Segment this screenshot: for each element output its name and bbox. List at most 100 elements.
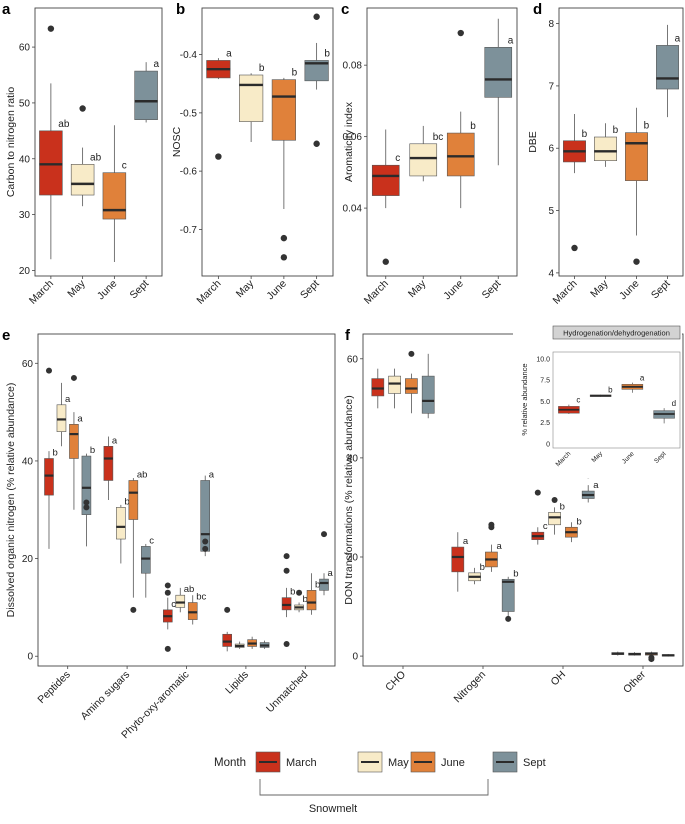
box-june — [187, 602, 198, 620]
y-axis-label: DBE — [527, 131, 539, 153]
significance-letter: b — [613, 125, 619, 136]
box — [134, 70, 158, 120]
legend-label-march: March — [286, 757, 317, 769]
box-sept: a Sept — [127, 59, 159, 301]
box-may — [56, 404, 67, 432]
outlier — [79, 105, 86, 112]
significance-letter: b — [644, 121, 650, 132]
significance-letter: a — [328, 568, 334, 579]
panel-frame — [366, 7, 518, 277]
y-tick-label: -0.5 — [180, 108, 198, 119]
legend-label-june: June — [441, 757, 465, 769]
box-may — [116, 507, 126, 540]
box — [409, 143, 438, 177]
y-tick-label: 40 — [19, 154, 31, 165]
significance-letter: b — [576, 516, 581, 527]
panel-label: a — [2, 1, 11, 18]
outlier — [571, 244, 578, 252]
y-tick-label: 20 — [19, 266, 31, 277]
x-tick-label: Amino sugars — [78, 669, 132, 723]
y-axis-label: Carbon to nitrogen ratio — [5, 87, 17, 197]
significance-letter: b — [52, 448, 57, 459]
x-tick-label: Phyto-oxy-aromatic — [119, 669, 191, 741]
outlier — [505, 615, 512, 622]
outlier — [313, 13, 320, 20]
y-axis-label: Aromaticity index — [343, 101, 355, 182]
outlier — [215, 153, 222, 160]
outlier — [202, 538, 209, 545]
y-tick-label: 20 — [22, 554, 34, 565]
significance-letter: a — [77, 413, 83, 424]
outlier — [283, 553, 290, 560]
legend-label-sept: Sept — [523, 757, 546, 769]
outlier — [280, 254, 288, 261]
box-march: c March — [362, 129, 400, 307]
outlier — [164, 645, 171, 652]
box-sept: a Sept — [480, 18, 514, 302]
outlier — [321, 531, 328, 538]
panel-a: 20 30 40 50 60 a Carbon to nitrogen ratio ab Mar… — [2, 1, 163, 307]
significance-letter: bc — [196, 592, 206, 603]
outlier — [633, 258, 640, 265]
panel-b: -0.7 -0.6 -0.5 -0.4 b NOSC a March b May b June b Sep… — [171, 1, 334, 307]
significance-letter: c — [395, 153, 400, 164]
significance-letter: ab — [184, 584, 195, 595]
significance-letter: b — [259, 63, 265, 74]
panel-label: b — [176, 1, 185, 18]
significance-letter: bc — [433, 132, 444, 143]
inset-letter: b — [608, 385, 613, 394]
x-tick-label: Unmatched — [264, 669, 311, 716]
box-june — [405, 378, 418, 394]
outlier — [488, 521, 495, 528]
x-tick-label: CHO — [383, 669, 408, 694]
box-sept — [421, 375, 435, 414]
box — [625, 132, 648, 181]
x-tick-label: Sept — [480, 278, 504, 302]
y-tick-label: 50 — [19, 98, 31, 109]
outlier — [534, 489, 541, 496]
box — [304, 60, 329, 82]
outlier — [408, 350, 415, 357]
y-tick-label: 0.06 — [343, 132, 363, 143]
y-tick-label: 40 — [22, 456, 34, 467]
outlier — [382, 258, 389, 265]
significance-letter: a — [209, 469, 215, 480]
outlier — [457, 29, 464, 37]
box — [239, 74, 264, 122]
box-march: a March — [194, 48, 232, 306]
significance-letter: a — [154, 59, 160, 70]
group-oh: c bb a OH — [531, 472, 599, 688]
x-tick-label: Sept — [127, 278, 151, 302]
significance-letter: b — [480, 562, 485, 573]
y-tick-label: 0 — [352, 652, 358, 663]
inset-ytick-label: 0 — [546, 441, 550, 448]
box — [484, 47, 513, 98]
outlier — [83, 499, 90, 506]
inset-title-strip — [552, 325, 681, 340]
box — [371, 164, 400, 196]
significance-letter: b — [303, 594, 308, 605]
y-tick-label: 0.08 — [343, 61, 363, 72]
group-other: Other — [611, 651, 675, 696]
inset-ytick-label: 2.5 — [540, 420, 550, 427]
y-axis-label: DON transformations (% relative abundanc… — [343, 395, 355, 605]
box-march — [44, 458, 54, 496]
significance-letter: a — [593, 480, 599, 491]
significance-letter: c — [149, 535, 154, 546]
y-tick-label: 40 — [347, 453, 359, 464]
box — [70, 164, 95, 196]
x-tick-label: Sept — [298, 278, 322, 302]
panel-label: e — [2, 327, 10, 344]
outlier — [83, 504, 90, 511]
outlier — [47, 25, 55, 32]
inset-background — [513, 324, 682, 478]
group-lipids: Lipids — [222, 606, 270, 697]
x-tick-label: Peptides — [35, 669, 72, 706]
box-june: b June — [617, 107, 650, 303]
x-tick-label: June — [617, 278, 642, 303]
y-tick-label: -0.4 — [180, 50, 198, 61]
group-cho: CHO — [371, 350, 435, 694]
significance-letter: c — [543, 521, 548, 532]
